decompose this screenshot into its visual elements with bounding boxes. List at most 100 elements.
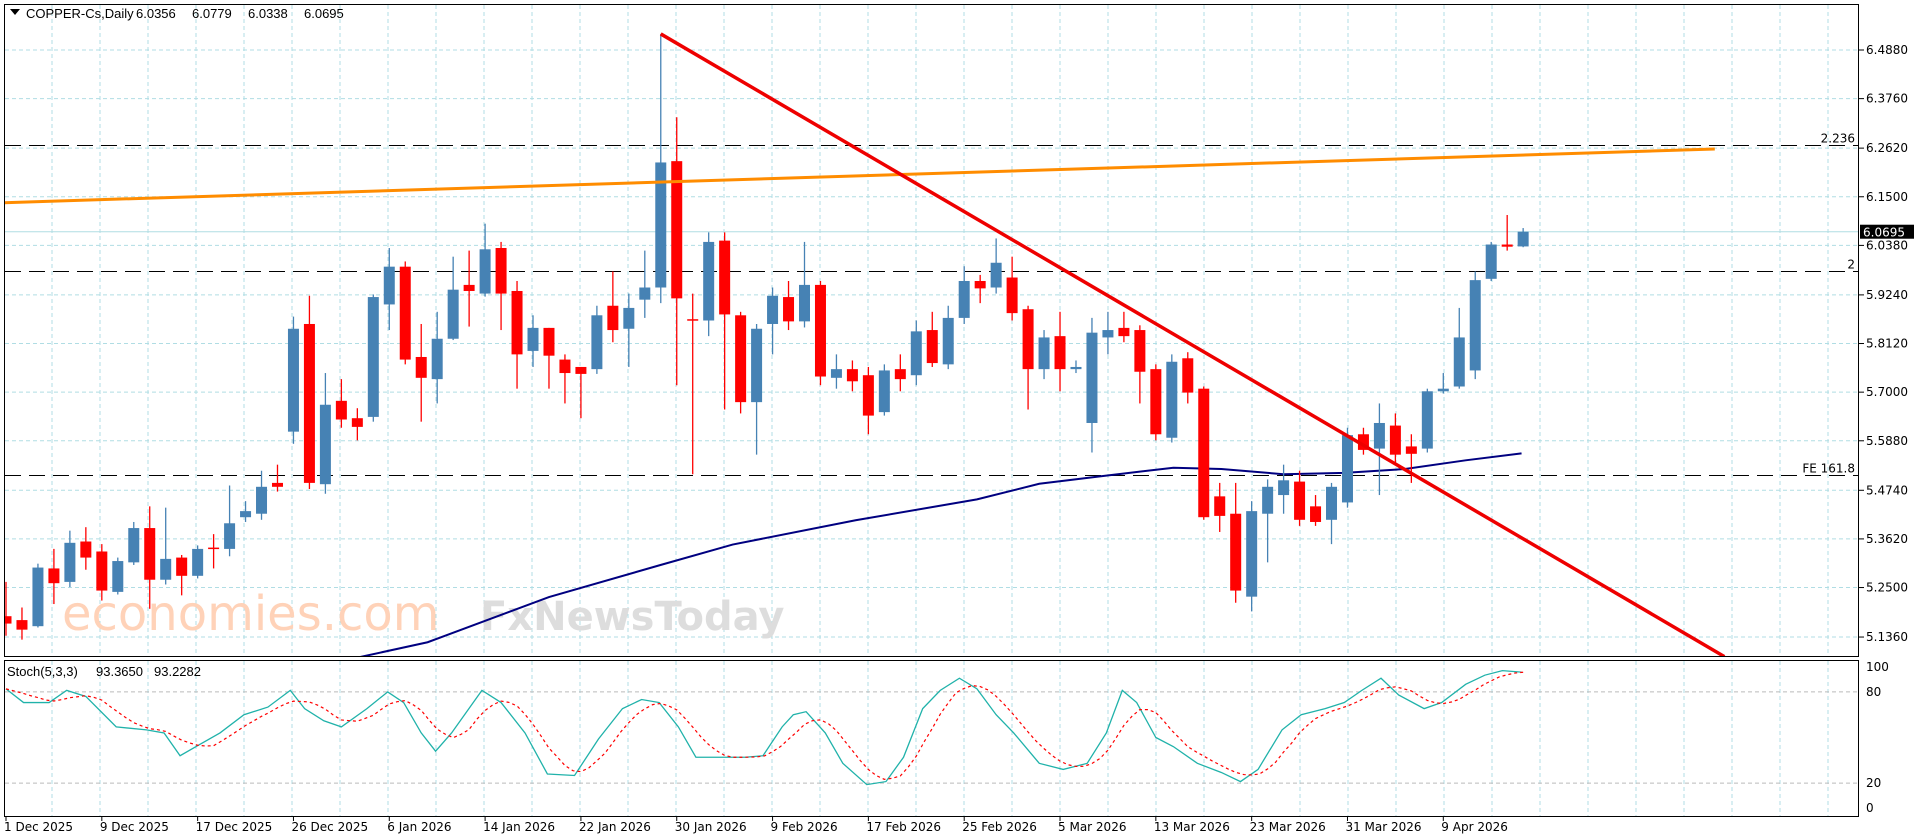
candle-bearish: [846, 369, 858, 382]
candle-bullish: [1070, 366, 1082, 370]
ohlc-low: 6.0338: [248, 6, 288, 21]
date-label: 1 Dec 2025: [4, 820, 73, 834]
candle-bullish: [256, 486, 268, 514]
stoch-header: Stoch(5,3,3) 93.3650 93.2282: [7, 664, 201, 679]
candle-bullish: [112, 561, 124, 592]
candle-bearish: [1182, 358, 1194, 393]
price-tick-label: 5.3620: [1866, 532, 1908, 546]
fibonacci-levels: 2.236 2 FE 161.8: [5, 132, 1859, 477]
ohlc-close: 6.0695: [304, 6, 344, 21]
date-label: 9 Apr 2026: [1441, 820, 1508, 834]
candle-bullish: [1246, 511, 1258, 597]
fibo-level-label: 2.236: [1821, 132, 1855, 146]
candle-bullish: [240, 511, 252, 518]
candle-bearish: [96, 551, 108, 591]
candle-bullish: [1086, 332, 1098, 423]
date-label: 9 Dec 2025: [100, 820, 169, 834]
candle-bearish: [351, 418, 363, 427]
triangle-down-icon[interactable]: [10, 9, 20, 15]
downtrend-line[interactable]: [659, 32, 1726, 657]
date-label: 13 Mar 2026: [1154, 820, 1230, 834]
current-price-value: 6.0695: [1863, 226, 1905, 240]
candle-bearish: [1405, 446, 1417, 454]
price-tick-label: 5.5880: [1866, 434, 1908, 448]
candle-bullish: [591, 315, 603, 370]
date-label: 9 Feb 2026: [771, 820, 838, 834]
price-tick-label: 6.2620: [1866, 141, 1908, 155]
candle-bullish: [1341, 435, 1353, 503]
candle-bearish: [48, 568, 60, 584]
candle-bearish: [783, 297, 795, 322]
candle-bearish: [862, 375, 874, 416]
candle-bearish: [511, 290, 523, 355]
fibo-level-label: FE 161.8: [1802, 462, 1855, 476]
candle-bullish: [1485, 244, 1497, 279]
price-axis[interactable]: 6.4880 6.3760 6.2620 6.1500 6.0380 5.9240 5.81…: [1859, 43, 1908, 644]
watermark-economies: economies.com: [62, 586, 439, 642]
candle-bullish: [1038, 337, 1050, 370]
candle-bearish: [399, 266, 411, 360]
fibo-level-label: 2: [1847, 257, 1855, 271]
candle-bullish: [751, 328, 763, 403]
candle-bullish: [1469, 280, 1481, 371]
date-axis[interactable]: 1 Dec 2025 9 Dec 2025 17 Dec 2025 26 Dec 20…: [4, 816, 1508, 834]
date-label: 30 Jan 2026: [675, 820, 747, 834]
candle-bearish: [495, 247, 507, 294]
candle-bullish: [910, 331, 922, 376]
stoch-signal-value: 93.2282: [154, 664, 201, 679]
candles: [4, 33, 1529, 640]
date-label: 23 Mar 2026: [1250, 820, 1326, 834]
candle-bullish: [479, 249, 491, 294]
candle-bearish: [1214, 496, 1226, 516]
candle-bullish: [655, 162, 667, 288]
candle-bearish: [926, 330, 938, 364]
current-price-label: 6.0695: [1860, 224, 1914, 240]
candle-bullish: [1262, 486, 1274, 514]
date-label: 5 Mar 2026: [1058, 820, 1126, 834]
candle-bullish: [830, 369, 842, 378]
candle-bearish: [303, 323, 315, 483]
main-panel-frame: [4, 4, 1859, 657]
candle-bearish: [894, 369, 906, 380]
candle-bearish: [1150, 369, 1162, 435]
date-label: 26 Dec 2025: [291, 820, 368, 834]
date-label: 25 Feb 2026: [962, 820, 1037, 834]
candle-bearish: [974, 280, 986, 289]
candle-bearish: [1054, 336, 1066, 370]
candle-bearish: [1501, 244, 1513, 247]
candle-bullish: [1517, 231, 1529, 247]
candle-bearish: [1198, 388, 1210, 518]
ohlc-high: 6.0779: [192, 6, 232, 21]
candle-bullish: [64, 542, 76, 582]
trendlines[interactable]: [0, 32, 1726, 657]
stoch-tick-label: 20: [1866, 776, 1881, 790]
candle-bearish: [607, 305, 619, 331]
candle-bearish: [1357, 434, 1369, 450]
candle-bullish: [1437, 388, 1449, 392]
price-tick-label: 5.4740: [1866, 483, 1908, 497]
date-label: 17 Dec 2025: [196, 820, 273, 834]
candle-bearish: [719, 240, 731, 315]
price-tick-label: 6.1500: [1866, 190, 1908, 204]
candle-bearish: [208, 547, 220, 550]
moving-average: [360, 452, 1522, 656]
date-label: 31 Mar 2026: [1345, 820, 1421, 834]
candle-bearish: [814, 284, 826, 377]
candle-bearish: [687, 319, 699, 321]
candle-bullish: [703, 241, 715, 321]
candle-bullish: [32, 567, 44, 627]
candle-bullish: [287, 328, 299, 432]
candle-bullish: [1373, 422, 1385, 449]
stoch-panel-frame: [4, 660, 1859, 817]
candle-bearish: [1389, 425, 1401, 455]
candle-bullish: [1278, 480, 1290, 496]
candle-bearish: [335, 400, 347, 420]
resistance-trendline[interactable]: [0, 147, 1715, 205]
price-tick-label: 5.1360: [1866, 630, 1908, 644]
price-tick-label: 6.3760: [1866, 92, 1908, 106]
price-tick-label: 5.7000: [1866, 385, 1908, 399]
date-label: 22 Jan 2026: [579, 820, 651, 834]
candle-bullish: [224, 523, 236, 549]
